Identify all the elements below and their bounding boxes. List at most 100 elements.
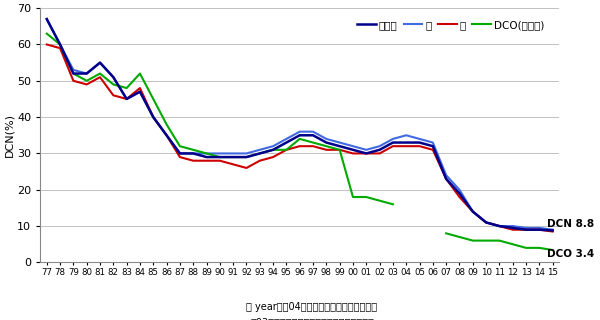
DCO(男女計) (43, 32, 50, 36)
女 (70, 79, 77, 83)
男 (469, 210, 476, 213)
男女計 (83, 72, 90, 76)
DCO(男女計) (136, 72, 143, 76)
男女計 (362, 152, 370, 156)
女 (163, 133, 170, 137)
DCO(男女計) (97, 72, 104, 76)
男 (230, 152, 237, 156)
男女計 (443, 177, 450, 181)
女 (523, 228, 530, 232)
男 (123, 97, 130, 101)
Line: DCO(男女計): DCO(男女計) (47, 34, 393, 204)
女 (376, 152, 383, 156)
男女計 (482, 220, 490, 224)
男 (163, 133, 170, 137)
DCO(男女計) (190, 148, 197, 152)
男女計 (403, 140, 410, 144)
女 (429, 148, 436, 152)
男女計 (269, 148, 277, 152)
DCO(男女計) (70, 72, 77, 76)
男 (443, 173, 450, 177)
女 (203, 159, 210, 163)
男女計 (336, 144, 343, 148)
女 (43, 43, 50, 46)
男 (70, 68, 77, 72)
DCO(男女計) (243, 155, 250, 159)
男 (136, 90, 143, 94)
DCO(男女計) (83, 79, 90, 83)
女 (216, 159, 223, 163)
男 (43, 17, 50, 21)
男女計 (190, 152, 197, 156)
DCO(男女計) (123, 86, 130, 90)
女 (56, 46, 64, 50)
女 (536, 228, 543, 232)
女 (97, 75, 104, 79)
男 (429, 140, 436, 144)
DCO(男女計) (269, 148, 277, 152)
男 (362, 148, 370, 152)
DCO(男女計) (163, 123, 170, 126)
DCO(男女計) (376, 199, 383, 203)
女 (549, 230, 556, 234)
男女計 (536, 228, 543, 232)
男女計 (110, 75, 117, 79)
男女計 (310, 133, 317, 137)
男 (83, 72, 90, 76)
女 (496, 224, 503, 228)
男 (216, 152, 223, 156)
男 (536, 226, 543, 230)
男 (549, 228, 556, 232)
女 (136, 86, 143, 90)
女 (283, 148, 290, 152)
女 (310, 144, 317, 148)
男女計 (203, 155, 210, 159)
男女計 (376, 148, 383, 152)
Line: 男: 男 (47, 19, 553, 230)
男女計 (296, 133, 304, 137)
女 (456, 195, 463, 199)
女 (323, 148, 330, 152)
女 (256, 159, 263, 163)
男 (323, 137, 330, 141)
男女計 (389, 140, 397, 144)
男 (403, 133, 410, 137)
DCO(男女計) (349, 195, 356, 199)
DCO(男女計) (230, 155, 237, 159)
男 (336, 140, 343, 144)
DCO(男女計) (362, 195, 370, 199)
女 (83, 83, 90, 86)
Text: DCN 8.8: DCN 8.8 (547, 219, 595, 229)
女 (230, 163, 237, 166)
男女計 (163, 133, 170, 137)
DCO(男女計) (323, 144, 330, 148)
男 (310, 130, 317, 133)
女 (416, 144, 423, 148)
女 (482, 220, 490, 224)
男女計 (509, 226, 517, 230)
男女計 (549, 228, 556, 232)
DCO(男女計) (336, 148, 343, 152)
男女計 (323, 140, 330, 144)
Text: 年 year　（04年以降は上皮内がんを除く）: 年 year （04年以降は上皮内がんを除く） (247, 302, 377, 312)
Y-axis label: DCN(%): DCN(%) (4, 113, 14, 157)
DCO(男女計) (256, 152, 263, 156)
Text: DCO 3.4: DCO 3.4 (547, 249, 595, 260)
DCO(男女計) (389, 202, 397, 206)
DCO(男女計) (216, 155, 223, 159)
男 (456, 188, 463, 192)
DCO(男女計) (283, 148, 290, 152)
男 (149, 115, 157, 119)
女 (243, 166, 250, 170)
女 (110, 93, 117, 97)
DCO(男女計) (203, 152, 210, 156)
Text: （03年以降再集計して掲載，週り調査実施）: （03年以降再集計して掲載，週り調査実施） (250, 317, 374, 320)
男女計 (416, 140, 423, 144)
男 (482, 220, 490, 224)
男女計 (523, 228, 530, 232)
女 (176, 155, 184, 159)
女 (403, 144, 410, 148)
男 (256, 148, 263, 152)
男女計 (256, 152, 263, 156)
男女計 (243, 155, 250, 159)
